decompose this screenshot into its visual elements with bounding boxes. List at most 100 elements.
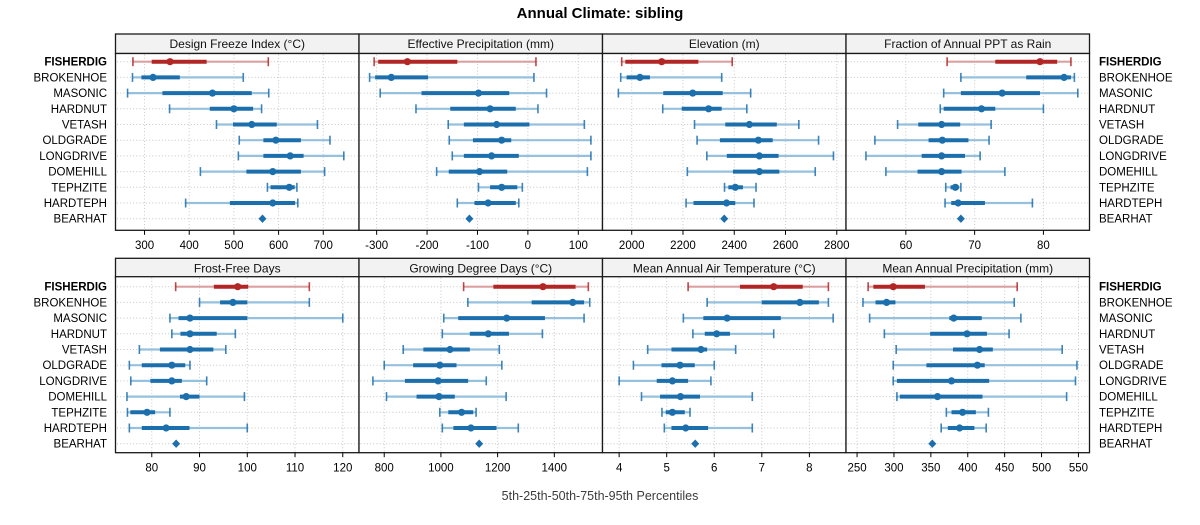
percentile-row-vetash — [138, 345, 227, 354]
site-label-left-longdrive: LONGDRIVE — [39, 376, 107, 388]
percentile-row-oldgrade — [632, 360, 716, 370]
site-label-left-hardteph: HARDTEPH — [44, 423, 107, 435]
median-diamond — [465, 214, 474, 223]
axis-tick-label: 350 — [921, 463, 940, 475]
axis-tick-label: 500 — [224, 240, 243, 252]
axis-tick-label: 0 — [525, 240, 531, 252]
percentile-row-hardteph — [663, 423, 754, 433]
median-dot — [143, 408, 151, 416]
median-dot — [963, 330, 971, 338]
panel-frost-free-days: Frost-Free Days 80 90 100 110 120 — [114, 257, 360, 475]
percentile-row-tephzite — [477, 182, 524, 192]
site-label-left-domehill: DOMEHILL — [48, 392, 107, 404]
site-label-left-hardteph: HARDTEPH — [44, 198, 107, 210]
median-dot — [434, 377, 442, 385]
site-label-right-oldgrade: OLDGRADE — [1099, 360, 1164, 372]
percentile-row-hardnut — [661, 104, 748, 114]
percentile-row-longdrive — [892, 376, 1077, 386]
percentile-row-masonic — [682, 313, 834, 323]
median-dot — [436, 361, 444, 369]
axis-tick-label: 400 — [958, 463, 977, 475]
site-label-right-oldgrade: OLDGRADE — [1099, 135, 1164, 147]
median-diamond — [720, 214, 729, 223]
median-dot — [458, 408, 466, 416]
median-dot — [498, 136, 506, 144]
percentile-row-oldgrade — [448, 135, 592, 145]
percentile-row-fisherdig — [946, 57, 1072, 67]
median-diamond — [475, 439, 484, 448]
percentile-row-longdrive — [618, 376, 712, 386]
axis-tick-label: 120 — [333, 463, 352, 475]
site-label-left-hardnut: HARDNUT — [51, 104, 107, 116]
percentile-row-domehill — [885, 167, 1006, 177]
median-dot — [285, 183, 293, 191]
median-dot — [229, 298, 237, 306]
site-label-right-masonic: MASONIC — [1099, 313, 1153, 325]
percentile-row-hardnut — [692, 329, 775, 339]
percentile-row-domehill — [435, 167, 589, 177]
axis-tick-label: 6 — [711, 463, 717, 475]
percentile-row-vetash — [447, 120, 586, 129]
axis-tick-label: 4 — [616, 463, 623, 475]
percentile-row-hardnut — [168, 104, 263, 114]
percentile-row-tephzite — [944, 182, 962, 192]
panel-title: Mean Annual Precipitation (mm) — [882, 261, 1053, 275]
percentile-row-hardnut — [883, 329, 1010, 339]
median-dot — [755, 168, 763, 176]
percentile-row-oldgrade — [696, 135, 820, 145]
axis-tick-label: 80 — [1037, 240, 1050, 252]
site-label-right-brokenhoe: BROKENHOE — [1099, 72, 1173, 84]
percentile-row-brokenhoe — [960, 72, 1076, 82]
percentile-row-bearhat — [475, 439, 484, 448]
median-dot — [998, 89, 1006, 97]
median-dot — [539, 283, 547, 291]
percentile-row-domehill — [385, 392, 507, 402]
site-label-left-tephzite: TEPHZITE — [51, 407, 107, 419]
percentile-row-vetash — [646, 345, 737, 354]
median-dot — [889, 283, 897, 291]
percentile-row-masonic — [942, 88, 1079, 98]
axis-tick-label: 2600 — [773, 240, 799, 252]
percentile-row-tephzite — [945, 407, 990, 417]
median-dot — [636, 73, 644, 81]
percentile-row-hardteph — [441, 423, 520, 433]
median-dot — [796, 298, 804, 306]
axis-tick-label: 300 — [135, 240, 154, 252]
percentile-row-hardnut — [171, 329, 237, 339]
median-dot — [269, 168, 277, 176]
site-label-left-brokenhoe: BROKENHOE — [34, 72, 108, 84]
median-dot — [933, 393, 942, 401]
panel-design-freeze-index-c-: Design Freeze Index (°C) 300 400 500 600 700 — [114, 33, 360, 252]
median-dot — [723, 314, 731, 322]
site-label-left-tephzite: TEPHZITE — [51, 182, 107, 194]
percentile-row-brokenhoe — [368, 72, 535, 82]
site-label-right-bearhat: BEARHAT — [1099, 214, 1152, 226]
median-dot — [286, 152, 294, 160]
median-dot — [186, 345, 194, 354]
site-label-right-hardnut: HARDNUT — [1099, 104, 1155, 116]
percentile-row-oldgrade — [383, 360, 503, 370]
percentiles-caption: 5th-25th-50th-75th-95th Percentiles — [501, 489, 699, 503]
median-dot — [754, 136, 762, 144]
percentile-row-hardteph — [944, 198, 1034, 208]
axis-tick-label: 70 — [968, 240, 981, 252]
site-label-left-masonic: MASONIC — [53, 313, 107, 325]
median-dot — [882, 298, 891, 306]
median-dot — [705, 105, 713, 113]
percentile-row-hardteph — [184, 198, 299, 208]
panel-mean-annual-air-temperature-c-: Mean Annual Air Temperature (°C) 4 5 6 7 8 — [601, 257, 847, 475]
panel-title: Frost-Free Days — [194, 261, 281, 275]
axis-tick-label: -100 — [466, 240, 489, 252]
panel-title: Mean Annual Air Temperature (°C) — [633, 261, 816, 275]
percentile-row-domehill — [640, 392, 754, 402]
percentile-row-bearhat — [258, 214, 267, 223]
percentile-row-vetash — [896, 120, 992, 129]
median-dot — [722, 199, 731, 207]
percentile-row-tephzite — [126, 407, 171, 417]
percentile-row-oldgrade — [128, 360, 191, 370]
median-dot — [954, 199, 962, 207]
median-dot — [474, 89, 483, 97]
median-dot — [186, 330, 194, 338]
median-dot — [731, 183, 739, 191]
